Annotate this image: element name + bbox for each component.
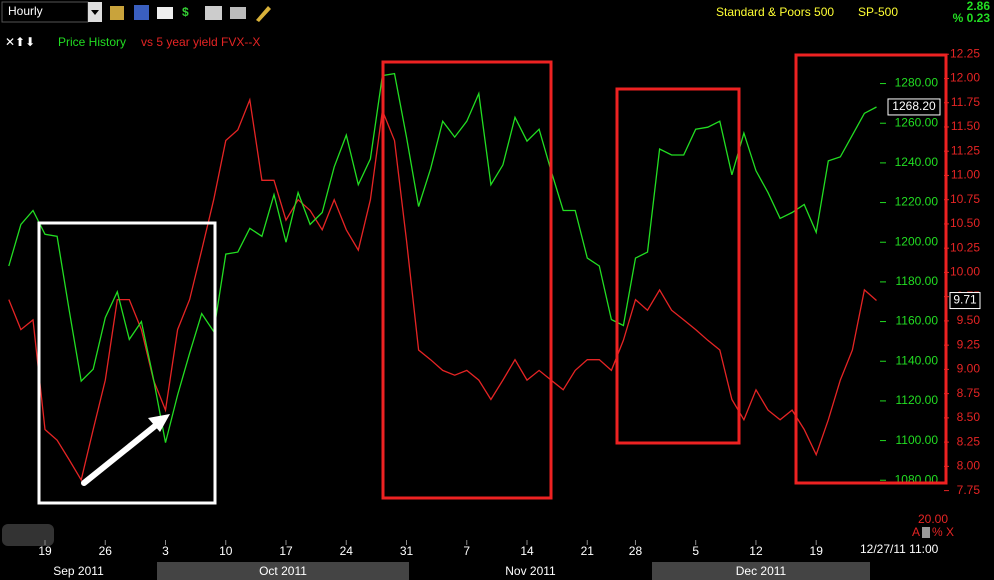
y-tick-label: 1240.00 bbox=[895, 155, 939, 169]
y2-tick-label: 8.25 bbox=[957, 434, 981, 448]
highlight-box bbox=[381, 60, 553, 500]
legend-entry: Price History bbox=[58, 35, 126, 49]
x-tick-label: 19 bbox=[810, 544, 824, 558]
y-tick-label: 1100.00 bbox=[896, 433, 939, 447]
month-label: Nov 2011 bbox=[505, 564, 556, 578]
highlight-box bbox=[615, 87, 741, 445]
y2-tick-label: 9.00 bbox=[957, 362, 981, 376]
month-label: Oct 2011 bbox=[259, 564, 307, 578]
last-value-box bbox=[887, 98, 941, 116]
table-icon[interactable] bbox=[230, 7, 246, 19]
y2-tick-label: 12.25 bbox=[950, 46, 980, 60]
lower-flag: A bbox=[912, 525, 920, 539]
y2-tick-label: 9.50 bbox=[957, 313, 981, 327]
timestamp: 12/27/11 11:00 bbox=[860, 542, 939, 556]
lower-flags: % X bbox=[932, 525, 954, 539]
x-tick-label: 3 bbox=[162, 544, 169, 558]
x-tick-label: 19 bbox=[38, 544, 52, 558]
y2-tick-label: 10.25 bbox=[950, 240, 980, 254]
series-line bbox=[8, 72, 877, 443]
symbol-name: Standard & Poors 500 bbox=[716, 5, 834, 19]
highlight-box bbox=[794, 53, 948, 485]
y2-tick-label: 11.75 bbox=[951, 95, 980, 109]
change: 2.86 bbox=[967, 0, 991, 13]
lower-flag-box bbox=[922, 527, 930, 538]
scroll-button[interactable] bbox=[2, 524, 54, 546]
change-pct: % 0.23 bbox=[953, 11, 991, 25]
y-tick-label: 1220.00 bbox=[895, 195, 939, 209]
x-tick-label: 28 bbox=[629, 544, 643, 558]
pencil-icon[interactable] bbox=[256, 6, 271, 22]
y-tick-label: 1160.00 bbox=[896, 314, 939, 328]
last-value-box bbox=[949, 292, 981, 310]
legend-icons: ✕⬆⬇ bbox=[5, 35, 35, 49]
month-band bbox=[157, 562, 409, 580]
x-tick-label: 5 bbox=[692, 544, 699, 558]
y2-tick-label: 11.00 bbox=[951, 168, 980, 182]
x-tick-label: 12 bbox=[749, 544, 763, 558]
lower-value: 20.00 bbox=[918, 512, 948, 526]
y2-tick-label: 8.00 bbox=[957, 459, 981, 473]
y-tick-label: 1280.00 bbox=[895, 76, 939, 90]
x-tick-label: 17 bbox=[279, 544, 293, 558]
y2-tick-label: 11.25 bbox=[951, 143, 980, 157]
y2-tick-label: 10.75 bbox=[950, 192, 980, 206]
x-tick-label: 26 bbox=[99, 544, 113, 558]
y2-tick-label: 7.75 bbox=[957, 483, 981, 497]
print-icon[interactable] bbox=[205, 6, 222, 20]
y2-tick-label: 8.50 bbox=[957, 410, 981, 424]
month-label: Dec 2011 bbox=[736, 564, 787, 578]
x-tick-label: 14 bbox=[520, 544, 534, 558]
arrow-head bbox=[148, 414, 170, 432]
legend-entry: vs 5 year yield FVX--X bbox=[141, 35, 260, 49]
x-tick-label: 31 bbox=[400, 544, 414, 558]
last-value-label: 9.71 bbox=[953, 293, 977, 307]
symbol: SP-500 bbox=[858, 5, 898, 19]
arrow-shaft bbox=[81, 419, 163, 486]
y2-tick-label: 12.00 bbox=[950, 71, 980, 85]
x-tick-label: 21 bbox=[581, 544, 595, 558]
highlight-box bbox=[37, 221, 217, 505]
dropdown-arrow bbox=[91, 10, 99, 15]
y-tick-label: 1120.00 bbox=[896, 393, 939, 407]
month-label: Sep 2011 bbox=[53, 564, 104, 578]
y2-tick-label: 10.50 bbox=[950, 216, 980, 230]
dollar-icon[interactable]: $ bbox=[182, 5, 189, 19]
y2-tick-label: 11.50 bbox=[951, 119, 980, 133]
x-tick-label: 10 bbox=[219, 544, 233, 558]
month-band bbox=[652, 562, 870, 580]
y-tick-label: 1260.00 bbox=[895, 115, 939, 129]
y-tick-label: 1200.00 bbox=[895, 234, 939, 248]
y2-tick-label: 10.00 bbox=[950, 265, 980, 279]
x-tick-label: 24 bbox=[340, 544, 354, 558]
y2-tick-label: 9.25 bbox=[957, 337, 981, 351]
lock-icon[interactable] bbox=[110, 6, 124, 20]
mail-icon[interactable] bbox=[157, 7, 173, 19]
period-label: Hourly bbox=[8, 4, 43, 18]
save-icon[interactable] bbox=[134, 5, 149, 20]
y-tick-label: 1180.00 bbox=[896, 274, 939, 288]
last-value-label: 1268.20 bbox=[892, 99, 936, 113]
y-tick-label: 1140.00 bbox=[896, 353, 939, 367]
y2-tick-label: 8.75 bbox=[957, 386, 981, 400]
x-tick-label: 7 bbox=[463, 544, 470, 558]
